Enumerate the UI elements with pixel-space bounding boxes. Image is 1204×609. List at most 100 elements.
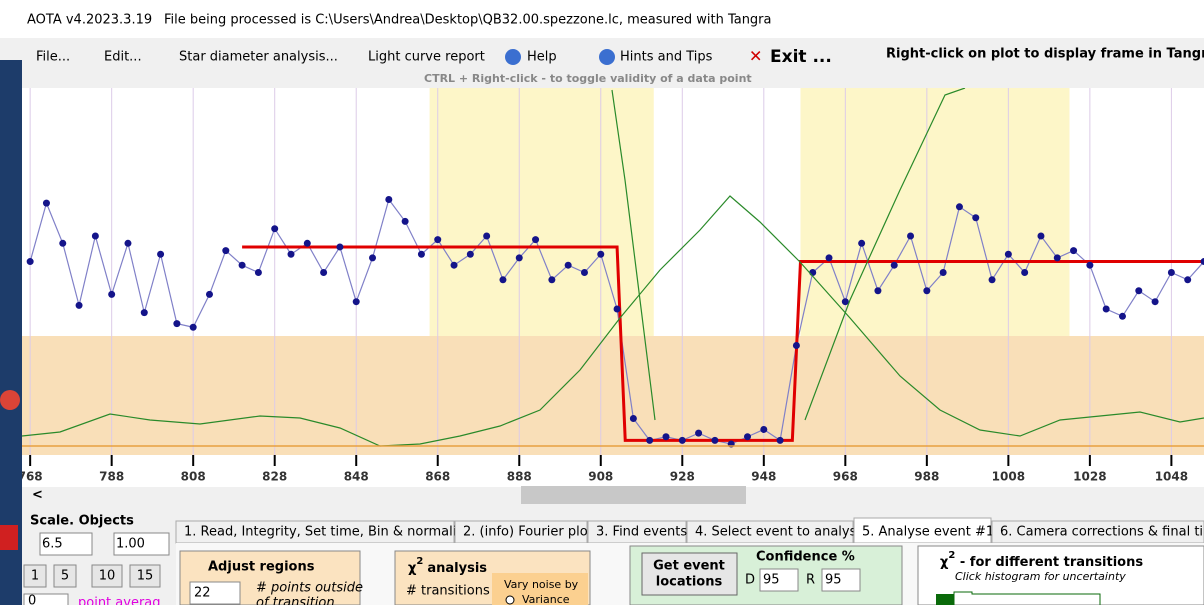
data-point[interactable] [418,251,425,258]
x-tick-label: 1028 [1073,470,1106,484]
data-point[interactable] [59,240,66,247]
tab-label: 3. Find events [596,525,687,540]
hist-title-text: - for different transitions [955,555,1143,570]
data-point[interactable] [1086,262,1093,269]
data-point[interactable] [809,269,816,276]
data-point[interactable] [385,196,392,203]
data-point[interactable] [467,251,474,258]
data-point[interactable] [1005,251,1012,258]
data-point[interactable] [434,236,441,243]
data-point[interactable] [1103,306,1110,313]
data-point[interactable] [646,437,653,444]
data-point[interactable] [141,309,148,316]
data-point[interactable] [858,240,865,247]
data-point[interactable] [271,225,278,232]
data-point[interactable] [173,320,180,327]
d-value: 95 [763,573,780,588]
desktop-icon [0,390,20,410]
data-point[interactable] [662,433,669,440]
menu-item[interactable]: Exit ... [770,47,832,67]
data-point[interactable] [451,262,458,269]
menu-item[interactable]: Hints and Tips [620,50,713,65]
x-tick-label: 828 [262,470,287,484]
data-point[interactable] [744,433,751,440]
data-point[interactable] [1070,247,1077,254]
data-point[interactable] [923,287,930,294]
data-point[interactable] [222,247,229,254]
x-tick-label: 1008 [992,470,1025,484]
data-point[interactable] [483,233,490,240]
data-point[interactable] [760,426,767,433]
data-point[interactable] [793,342,800,349]
data-point[interactable] [1119,313,1126,320]
data-point[interactable] [320,269,327,276]
data-point[interactable] [532,236,539,243]
data-point[interactable] [711,437,718,444]
data-point[interactable] [108,291,115,298]
data-point[interactable] [548,276,555,283]
data-point[interactable] [206,291,213,298]
menu-item[interactable]: Help [527,50,557,65]
data-point[interactable] [874,287,881,294]
data-point[interactable] [777,437,784,444]
data-point[interactable] [679,437,686,444]
data-point[interactable] [581,269,588,276]
data-point[interactable] [1054,254,1061,261]
data-point[interactable] [907,233,914,240]
x-tick-label: 908 [588,470,613,484]
tabs: 1. Read, Integrity, Set time, Bin & norm… [176,518,1204,543]
data-point[interactable] [157,251,164,258]
data-point[interactable] [353,298,360,305]
data-point[interactable] [516,254,523,261]
histogram-bar[interactable] [936,594,954,605]
data-point[interactable] [1135,287,1142,294]
tab-label: 1. Read, Integrity, Set time, Bin & norm… [184,525,471,540]
data-point[interactable] [336,243,343,250]
scroll-left[interactable]: < [32,488,43,503]
data-point[interactable] [27,258,34,265]
data-point[interactable] [614,306,621,313]
data-point[interactable] [891,262,898,269]
data-point[interactable] [190,324,197,331]
data-point[interactable] [842,298,849,305]
data-point[interactable] [304,240,311,247]
zoom-label: 15 [137,569,154,584]
data-point[interactable] [76,302,83,309]
data-point[interactable] [826,254,833,261]
data-point[interactable] [630,415,637,422]
data-point[interactable] [1168,269,1175,276]
data-point[interactable] [940,269,947,276]
data-point[interactable] [239,262,246,269]
data-point[interactable] [597,251,604,258]
data-point[interactable] [124,240,131,247]
data-point[interactable] [989,276,996,283]
data-point[interactable] [972,214,979,221]
data-point[interactable] [1021,269,1028,276]
variance-radio[interactable] [506,596,514,604]
data-point[interactable] [956,203,963,210]
average-value: 0 [28,594,36,606]
data-point[interactable] [499,276,506,283]
data-point[interactable] [695,430,702,437]
data-point[interactable] [43,200,50,207]
hints-icon [599,49,615,65]
scroll-thumb[interactable] [521,486,746,504]
menu-item[interactable]: Star diameter analysis... [179,50,338,65]
data-point[interactable] [402,218,409,225]
desktop-icon [0,525,18,550]
menu-item[interactable]: Light curve report [368,50,485,65]
menu-item[interactable]: Edit... [104,50,142,65]
x-tick-label: 1048 [1155,470,1188,484]
data-point[interactable] [565,262,572,269]
data-point[interactable] [1184,276,1191,283]
chi-superscript: 2 [416,556,423,567]
adjust-label: of transition [256,596,335,606]
data-point[interactable] [92,233,99,240]
data-point[interactable] [1037,233,1044,240]
data-point[interactable] [288,251,295,258]
menu-item[interactable]: File... [36,50,70,65]
data-point[interactable] [255,269,262,276]
data-point[interactable] [369,254,376,261]
data-point[interactable] [1152,298,1159,305]
d-label: D [745,573,755,588]
